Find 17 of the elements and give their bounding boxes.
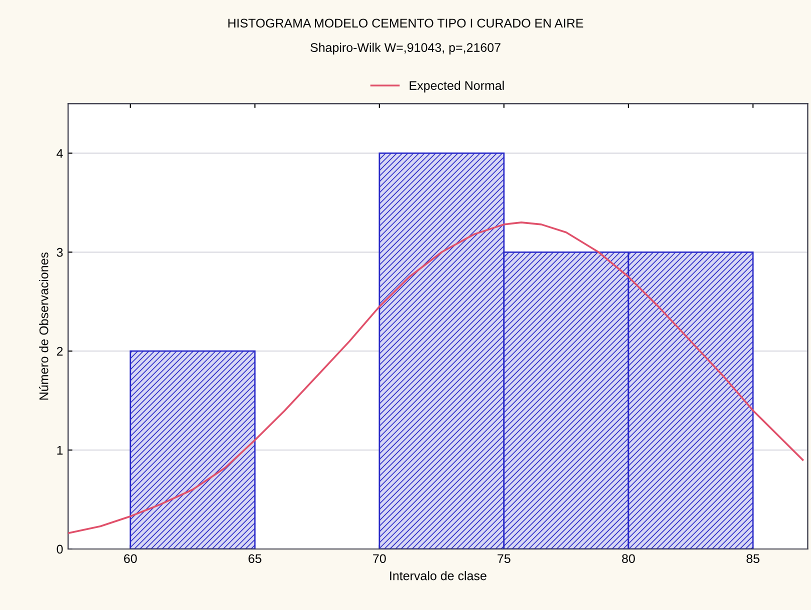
x-tick-label: 70	[373, 554, 386, 564]
y-tick-label: 1	[57, 446, 63, 455]
x-tick-label: 75	[498, 554, 510, 564]
x-tick-label: 60	[124, 554, 137, 564]
line-series	[68, 222, 804, 534]
y-axis-title: Número de Observaciones	[38, 252, 48, 400]
y-tick-label: 0	[56, 544, 63, 554]
y-tick-label: 3	[56, 248, 63, 257]
x-tick-label: 65	[248, 554, 262, 564]
x-tick-label: 85	[746, 554, 760, 564]
x-tick-label: 80	[622, 554, 635, 564]
legend-label: Expected Normal	[410, 80, 504, 92]
chart-subtitle: Shapiro-Wilk W=,91043, p=,21607	[310, 42, 500, 54]
y-tick-label: 2	[56, 346, 63, 356]
x-axis-title: Intervalo de clase	[390, 571, 486, 580]
y-tick-label: 4	[56, 149, 63, 158]
chart-title: HISTOGRAMA MODELO CEMENTO TIPO I CURADO EN AIRE	[228, 18, 584, 28]
